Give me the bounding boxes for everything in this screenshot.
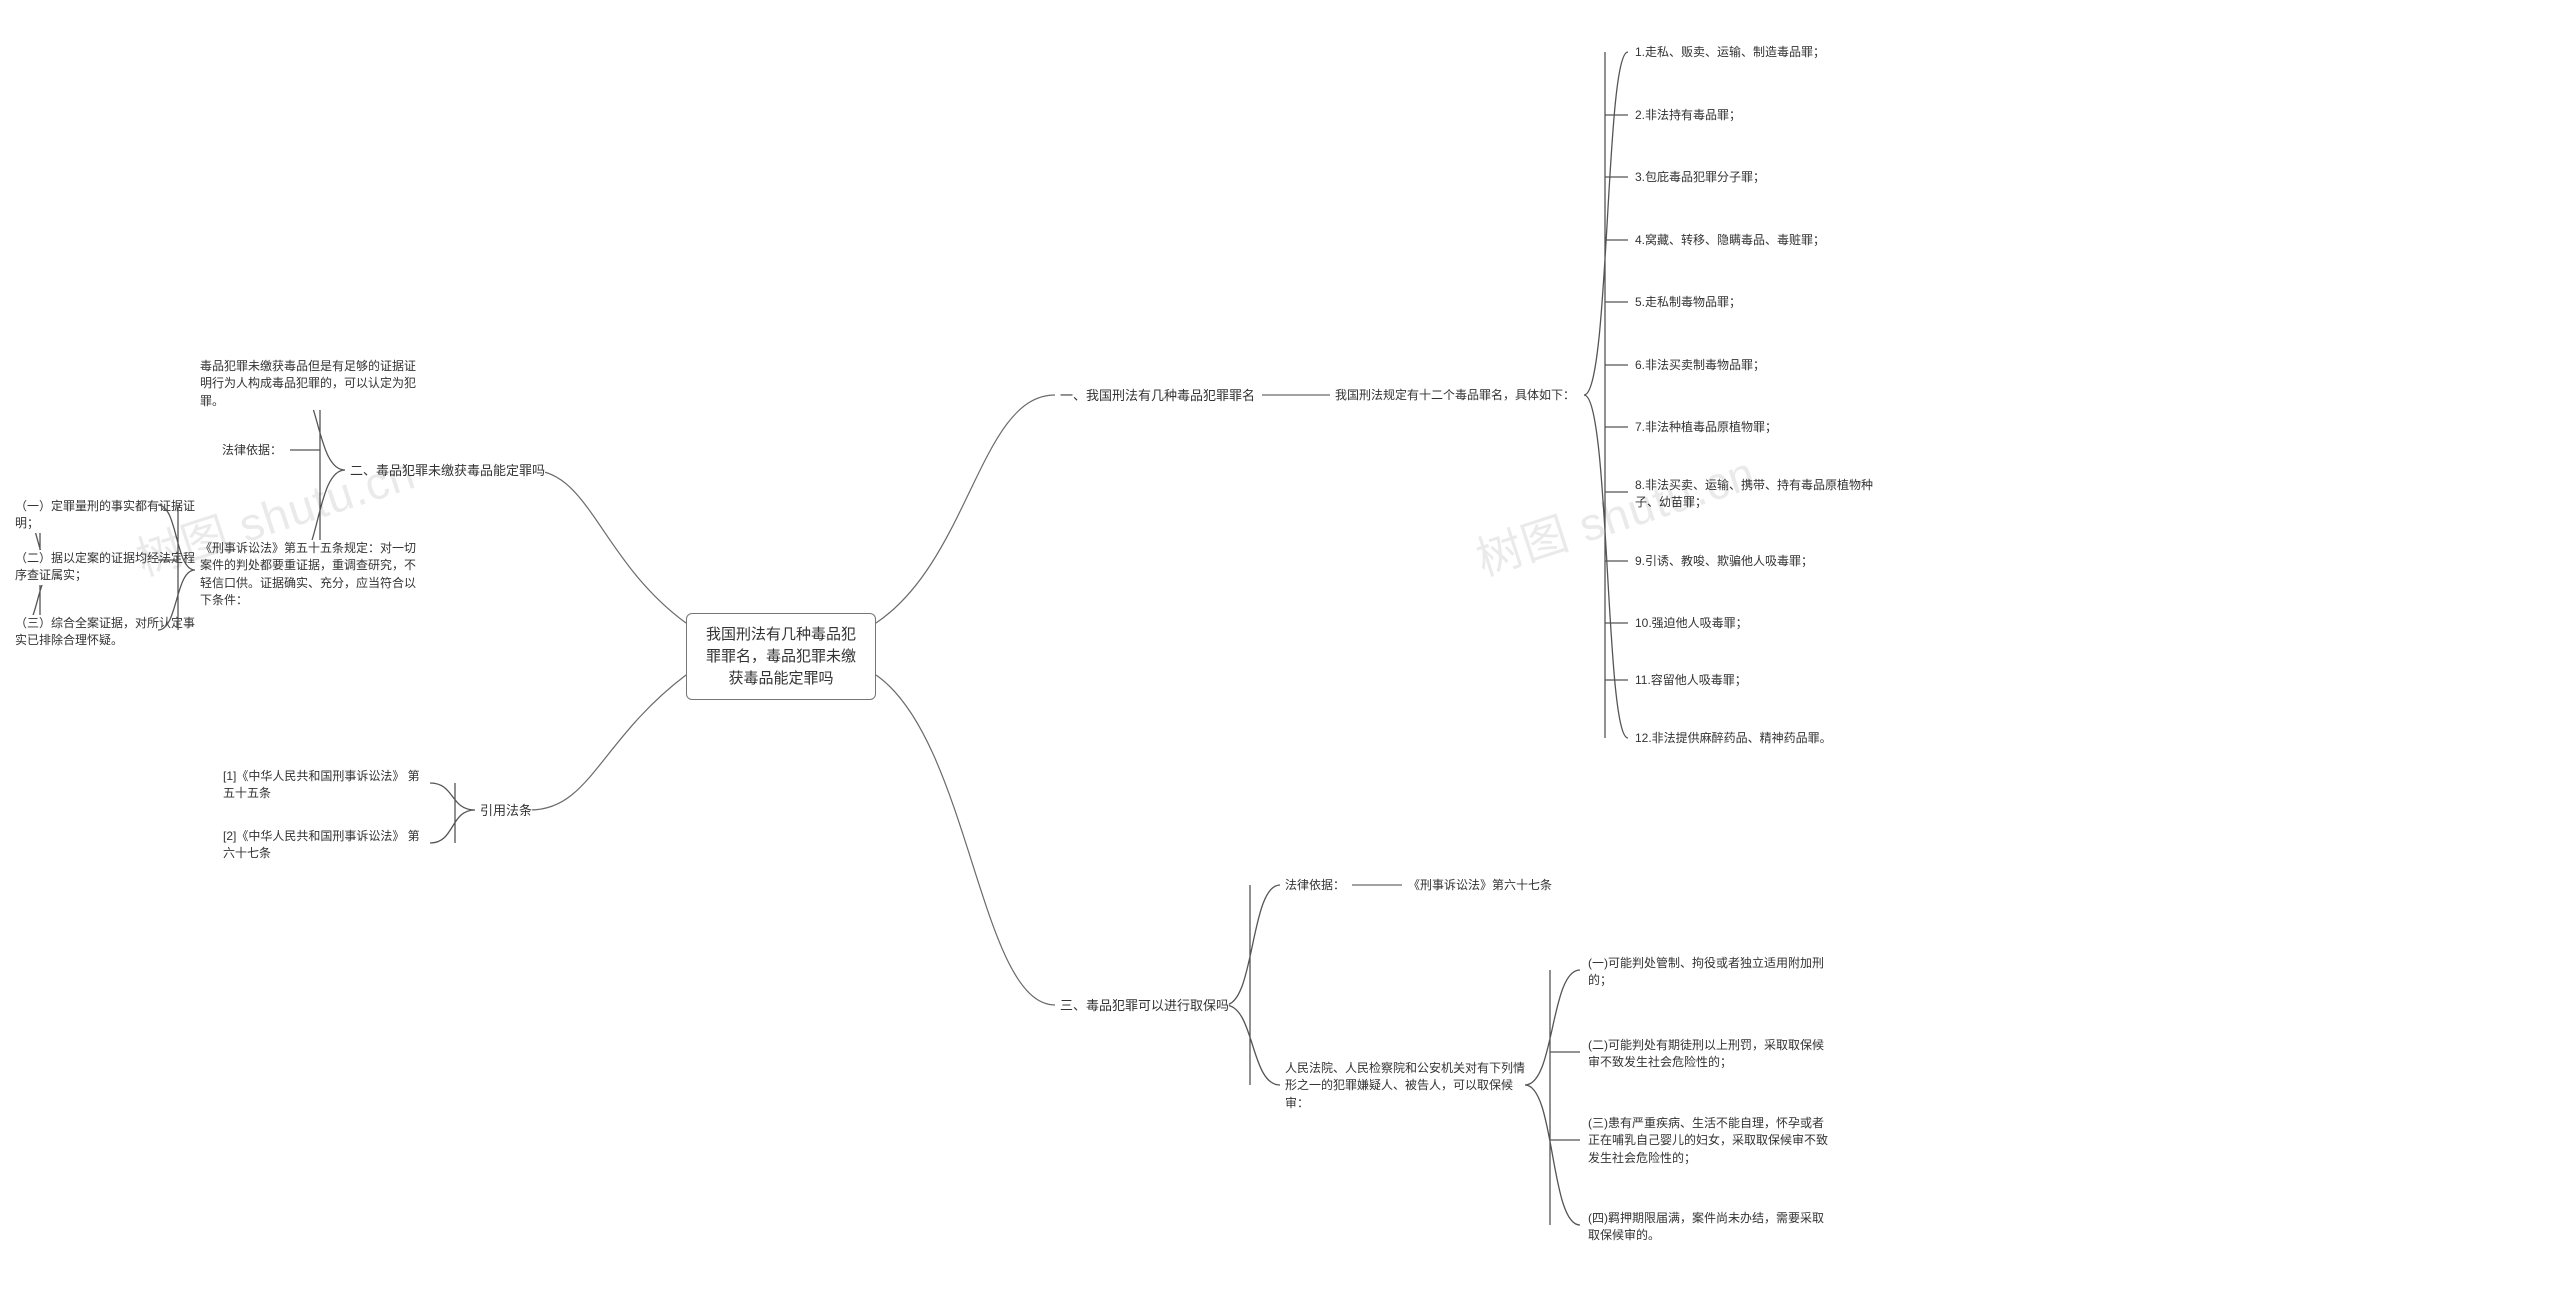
b3-l2a-label: 法律依据： [1285,877,1345,894]
branch-1-l2: 我国刑法规定有十二个毒品罪名，具体如下： [1335,387,1575,404]
b1-item-6: 6.非法买卖制毒物品罪； [1635,357,1765,374]
b3-item-4: (四)羁押期限届满，案件尚未办结，需要采取取保候审的。 [1588,1210,1833,1245]
branch-2-title: 二、毒品犯罪未缴获毒品能定罪吗 [350,462,545,481]
b3-item-3: (三)患有严重疾病、生活不能自理，怀孕或者正在哺乳自己婴儿的妇女，采取取保候审不… [1588,1115,1833,1167]
b2-l2b: 法律依据： [222,442,282,459]
b2-item-2: （二）据以定案的证据均经法定程序查证属实； [15,550,195,585]
b2-item-3: （三）综合全案证据，对所认定事实已排除合理怀疑。 [15,615,195,650]
b4-item-2: [2]《中华人民共和国刑事诉讼法》 第六十七条 [223,828,428,863]
b3-l2b: 人民法院、人民检察院和公安机关对有下列情形之一的犯罪嫌疑人、被告人，可以取保候审… [1285,1060,1525,1112]
b4-item-1: [1]《中华人民共和国刑事诉讼法》 第五十五条 [223,768,428,803]
b3-item-1: (一)可能判处管制、拘役或者独立适用附加刑的； [1588,955,1833,990]
edge-layer-2 [0,0,2560,1295]
b1-item-3: 3.包庇毒品犯罪分子罪； [1635,169,1765,186]
b2-l2c: 《刑事诉讼法》第五十五条规定：对一切案件的判处都要重证据，重调查研究，不轻信口供… [200,540,425,610]
b3-l2a-value: 《刑事诉讼法》第六十七条 [1408,877,1552,894]
b2-l2a: 毒品犯罪未缴获毒品但是有足够的证据证明行为人构成毒品犯罪的，可以认定为犯罪。 [200,358,425,410]
branch-4-title: 引用法条 [480,802,532,821]
b1-item-4: 4.窝藏、转移、隐瞒毒品、毒赃罪； [1635,232,1825,249]
b2-item-1: （一）定罪量刑的事实都有证据证明； [15,498,195,533]
b3-item-2: (二)可能判处有期徒刑以上刑罚，采取取保候审不致发生社会危险性的； [1588,1037,1833,1072]
edge-layer [0,0,2560,1295]
branch-3-title: 三、毒品犯罪可以进行取保吗 [1060,997,1229,1016]
b1-item-2: 2.非法持有毒品罪； [1635,107,1741,124]
b1-item-9: 9.引诱、教唆、欺骗他人吸毒罪； [1635,553,1813,570]
b1-item-7: 7.非法种植毒品原植物罪； [1635,419,1777,436]
b1-item-10: 10.强迫他人吸毒罪； [1635,615,1748,632]
b1-item-8: 8.非法买卖、运输、携带、持有毒品原植物种子、幼苗罪； [1635,477,1880,512]
b1-item-1: 1.走私、贩卖、运输、制造毒品罪； [1635,44,1825,61]
b1-item-11: 11.容留他人吸毒罪； [1635,672,1747,689]
b1-item-5: 5.走私制毒物品罪； [1635,294,1741,311]
branch-1-title: 一、我国刑法有几种毒品犯罪罪名 [1060,387,1255,406]
root-node: 我国刑法有几种毒品犯罪罪名，毒品犯罪未缴获毒品能定罪吗 [686,613,876,700]
b1-item-12: 12.非法提供麻醉药品、精神药品罪。 [1635,730,1832,747]
